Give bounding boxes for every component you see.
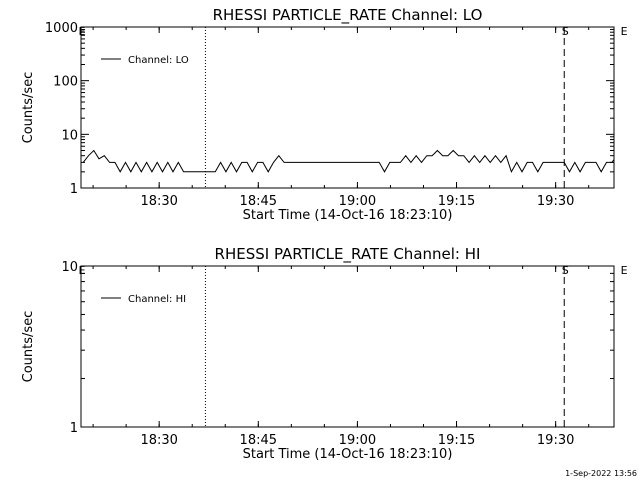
event-marker-label: E — [621, 264, 628, 277]
x-tick-label: 19:30 — [537, 194, 574, 209]
legend: Channel: HI — [101, 294, 186, 305]
plot-frame — [80, 265, 615, 428]
series-line — [624, 266, 640, 427]
x-tick-label: 19:15 — [438, 433, 475, 448]
chart-title: RHESSI PARTICLE_RATE Channel: LO — [213, 6, 483, 25]
event-markers — [204, 27, 565, 188]
y-axis-label: Counts/sec — [21, 311, 36, 383]
y-ticks: 1 10 — [61, 260, 614, 436]
x-axis-label: Start Time (14-Oct-16 18:23:10) — [243, 447, 453, 462]
x-axis-label: Start Time (14-Oct-16 18:23:10) — [243, 208, 453, 223]
y-tick-label: 1000 — [45, 21, 78, 36]
x-tick-label: 19:15 — [438, 194, 475, 209]
chart-title: RHESSI PARTICLE_RATE Channel: HI — [215, 245, 481, 264]
event-markers — [204, 266, 565, 427]
x-tick-label: 18:45 — [240, 433, 277, 448]
footer-timestamp: 1-Sep-2022 13:56 — [565, 469, 637, 478]
series-line — [82, 149, 614, 174]
x-tick-label: 19:30 — [537, 433, 574, 448]
event-marker-label: E — [621, 25, 628, 38]
event-marker-label: S — [562, 25, 569, 38]
x-tick-label: 19:00 — [339, 433, 376, 448]
y-tick-label: 1 — [70, 421, 78, 436]
y-tick-label: 1 — [70, 182, 78, 197]
legend-label: Channel: HI — [128, 294, 186, 305]
y-tick-label: 10 — [61, 128, 78, 143]
legend: Channel: LO — [101, 55, 189, 66]
x-ticks: 18:30 18:45 19:00 19:15 19:30 — [92, 27, 590, 209]
x-tick-label: 18:45 — [240, 194, 277, 209]
x-tick-label: 18:30 — [140, 194, 177, 209]
y-axis-label: Counts/sec — [21, 72, 36, 144]
y-ticks: 1 10 100 1000 — [45, 21, 614, 197]
event-marker-label: S — [562, 264, 569, 277]
event-marker-label: E — [79, 25, 86, 38]
y-tick-label: 100 — [53, 75, 78, 90]
y-tick-label: 10 — [61, 260, 78, 275]
x-tick-label: 19:00 — [339, 194, 376, 209]
plot-frame — [80, 26, 615, 189]
x-tick-label: 18:30 — [140, 433, 177, 448]
event-marker-label: E — [79, 264, 86, 277]
legend-label: Channel: LO — [128, 55, 189, 66]
x-ticks: 18:30 18:45 19:00 19:15 19:30 — [92, 266, 590, 448]
